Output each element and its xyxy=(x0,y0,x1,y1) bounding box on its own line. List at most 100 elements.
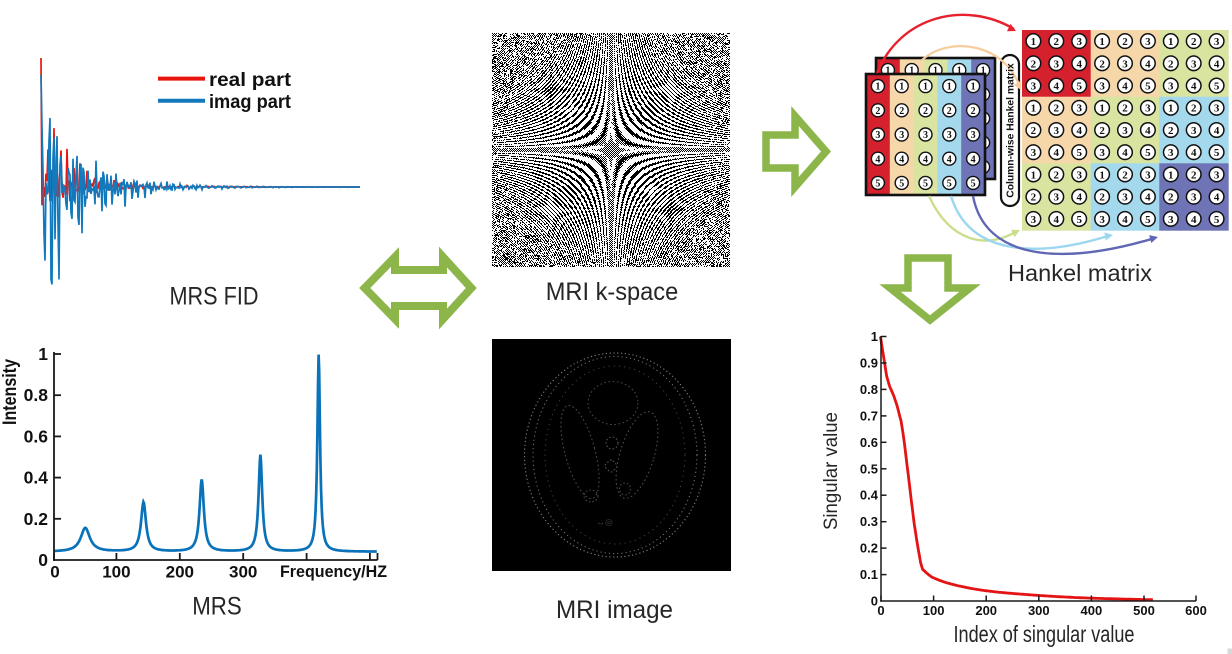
svg-text:3: 3 xyxy=(1076,169,1082,181)
svg-text:1: 1 xyxy=(871,329,878,344)
svg-text:100: 100 xyxy=(923,603,945,618)
svg-text:3: 3 xyxy=(1168,147,1174,159)
svg-text:1: 1 xyxy=(933,66,938,77)
svg-text:3: 3 xyxy=(971,130,976,141)
svg-text:4: 4 xyxy=(971,154,976,165)
svg-text:5: 5 xyxy=(1076,214,1082,226)
svg-text:2: 2 xyxy=(1191,169,1197,181)
svg-text:4: 4 xyxy=(1076,192,1082,204)
svg-text:5: 5 xyxy=(1145,214,1151,226)
svg-text:0.4: 0.4 xyxy=(24,468,49,488)
svg-text:5: 5 xyxy=(1076,81,1082,93)
svg-text:3: 3 xyxy=(1145,103,1151,115)
svg-text:3: 3 xyxy=(1145,169,1151,181)
svg-text:0.2: 0.2 xyxy=(24,509,49,529)
svg-text:300: 300 xyxy=(229,563,257,582)
svg-text:Frequency/HZ: Frequency/HZ xyxy=(280,562,387,581)
svg-text:1: 1 xyxy=(971,82,976,93)
svg-text:5: 5 xyxy=(1145,81,1151,93)
svg-text:2: 2 xyxy=(1099,125,1105,137)
svg-text:MRS: MRS xyxy=(192,593,242,621)
svg-text:Hankel matrix: Hankel matrix xyxy=(1008,260,1152,286)
svg-text:2: 2 xyxy=(1122,103,1128,115)
svg-text:600: 600 xyxy=(1185,603,1207,618)
svg-text:4: 4 xyxy=(1054,81,1060,93)
svg-text:3: 3 xyxy=(1122,58,1128,70)
svg-text:4: 4 xyxy=(1145,125,1151,137)
svg-text:1: 1 xyxy=(947,82,952,93)
svg-text:3: 3 xyxy=(1214,103,1220,115)
svg-text:0.7: 0.7 xyxy=(860,408,878,423)
svg-text:0.5: 0.5 xyxy=(860,461,878,476)
svg-text:5: 5 xyxy=(947,179,952,190)
svg-text:2: 2 xyxy=(1054,103,1060,115)
svg-text:1: 1 xyxy=(1168,103,1174,115)
svg-text:4: 4 xyxy=(1054,214,1060,226)
svg-text:1: 1 xyxy=(1168,169,1174,181)
svg-text:1: 1 xyxy=(1031,36,1037,48)
svg-text:1: 1 xyxy=(909,66,914,77)
svg-text:2: 2 xyxy=(1168,125,1174,137)
svg-text:4: 4 xyxy=(1214,58,1220,70)
svg-text:3: 3 xyxy=(1031,214,1037,226)
svg-text:1: 1 xyxy=(1168,36,1174,48)
svg-text:2: 2 xyxy=(875,106,880,117)
svg-text:2: 2 xyxy=(1122,36,1128,48)
svg-text:500: 500 xyxy=(1133,603,1155,618)
svg-text:5: 5 xyxy=(1076,147,1082,159)
svg-text:3: 3 xyxy=(1168,81,1174,93)
svg-text:300: 300 xyxy=(1028,603,1050,618)
svg-text:3: 3 xyxy=(1031,81,1037,93)
svg-text:100: 100 xyxy=(102,563,130,582)
svg-text:4: 4 xyxy=(1054,147,1060,159)
svg-text:2: 2 xyxy=(947,106,952,117)
svg-text:2: 2 xyxy=(1031,58,1037,70)
svg-text:3: 3 xyxy=(1214,169,1220,181)
svg-text:1: 1 xyxy=(981,66,986,77)
svg-text:MRS FID: MRS FID xyxy=(170,283,259,311)
svg-text:4: 4 xyxy=(1122,81,1128,93)
svg-text:2: 2 xyxy=(923,106,928,117)
svg-text:3: 3 xyxy=(1054,192,1060,204)
svg-text:0: 0 xyxy=(38,550,48,570)
svg-text:200: 200 xyxy=(166,563,194,582)
svg-text:2: 2 xyxy=(1031,192,1037,204)
svg-text:2: 2 xyxy=(1122,169,1128,181)
svg-text:2: 2 xyxy=(1099,58,1105,70)
svg-text:4: 4 xyxy=(947,154,952,165)
svg-text:4: 4 xyxy=(875,154,880,165)
svg-text:2: 2 xyxy=(1168,58,1174,70)
svg-text:3: 3 xyxy=(1054,125,1060,137)
svg-text:4: 4 xyxy=(1191,214,1197,226)
svg-text:5: 5 xyxy=(1145,147,1151,159)
svg-text:5: 5 xyxy=(899,179,904,190)
svg-text:2: 2 xyxy=(899,106,904,117)
svg-text:real part: real part xyxy=(209,70,292,91)
svg-text:0.8: 0.8 xyxy=(860,382,878,397)
svg-text:Intensity: Intensity xyxy=(0,359,21,425)
svg-text:3: 3 xyxy=(1099,147,1105,159)
svg-text:3: 3 xyxy=(1214,36,1220,48)
svg-text:3: 3 xyxy=(1031,147,1037,159)
svg-text:3: 3 xyxy=(1076,36,1082,48)
svg-text:200: 200 xyxy=(975,603,997,618)
svg-text:0.1: 0.1 xyxy=(860,567,878,582)
svg-text:3: 3 xyxy=(1168,214,1174,226)
svg-text:Index of singular value: Index of singular value xyxy=(954,621,1135,647)
svg-text:4: 4 xyxy=(1214,192,1220,204)
svg-text:5: 5 xyxy=(1214,214,1220,226)
svg-text:3: 3 xyxy=(1122,125,1128,137)
svg-text:1: 1 xyxy=(885,66,890,77)
svg-text:3: 3 xyxy=(1099,81,1105,93)
svg-text:↔◎: ↔◎ xyxy=(596,517,613,527)
svg-text:2: 2 xyxy=(1191,103,1197,115)
svg-text:5: 5 xyxy=(1214,147,1220,159)
svg-text:4: 4 xyxy=(899,154,904,165)
svg-text:2: 2 xyxy=(1054,169,1060,181)
svg-text:3: 3 xyxy=(923,130,928,141)
svg-text:3: 3 xyxy=(1099,214,1105,226)
svg-text:3: 3 xyxy=(875,130,880,141)
svg-text:4: 4 xyxy=(923,154,928,165)
svg-text:0.2: 0.2 xyxy=(860,541,878,556)
svg-text:2: 2 xyxy=(1031,125,1037,137)
